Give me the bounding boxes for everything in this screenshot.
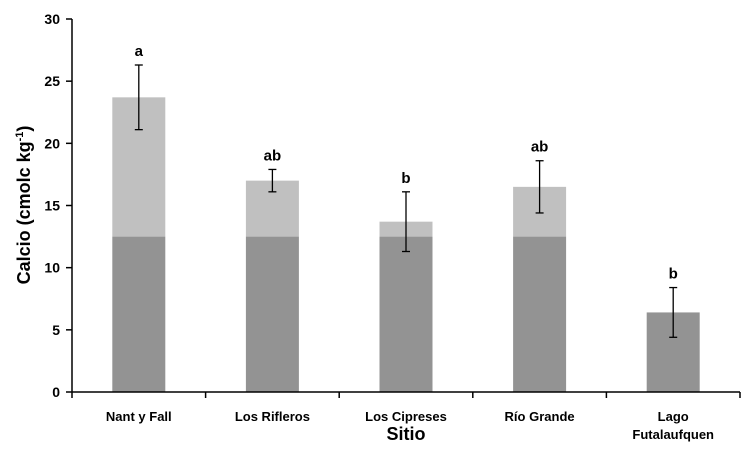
y-axis-title-sup: -1 (14, 132, 26, 142)
bar-segment-1 (379, 236, 433, 392)
y-tick-label: 5 (52, 322, 60, 338)
y-axis-title-main: Calcio (cmolc kg (14, 141, 34, 284)
y-tick-label: 15 (44, 198, 60, 214)
y-ticks: 0 5 10 15 20 25 30 (44, 11, 72, 400)
y-axis-title: Calcio (cmolc kg-1) (14, 126, 34, 285)
y-axis-title-close: ) (14, 126, 34, 132)
y-tick-label: 20 (44, 135, 60, 151)
x-ticks: Nant y Fall Los Rifleros Los Cipreses Río G… (71, 392, 741, 442)
y-tick-label: 0 (52, 384, 60, 400)
bar-segment-1 (112, 236, 166, 392)
significance-label: a (135, 43, 144, 60)
bar-segment-1 (513, 236, 567, 392)
y-tick-label: 25 (44, 73, 60, 89)
x-axis-title: Sitio (387, 424, 426, 444)
x-tick-label: Lago Futalaufquen (632, 409, 714, 442)
significance-label: ab (531, 139, 549, 156)
significance-labels: a ab b ab b (135, 43, 678, 283)
bar-segment-1 (245, 236, 299, 392)
error-bars (134, 64, 678, 338)
significance-label: b (401, 170, 410, 187)
y-tick-label: 10 (44, 260, 60, 276)
x-tick-label: Los Cipreses (365, 409, 447, 424)
x-tick-label: Nant y Fall (106, 409, 172, 424)
significance-label: b (669, 266, 678, 283)
significance-label: ab (264, 147, 282, 164)
bars (112, 97, 700, 392)
x-tick-label: Los Rifleros (235, 409, 310, 424)
y-tick-label: 30 (44, 11, 60, 27)
x-tick-label: Río Grande (505, 409, 575, 424)
